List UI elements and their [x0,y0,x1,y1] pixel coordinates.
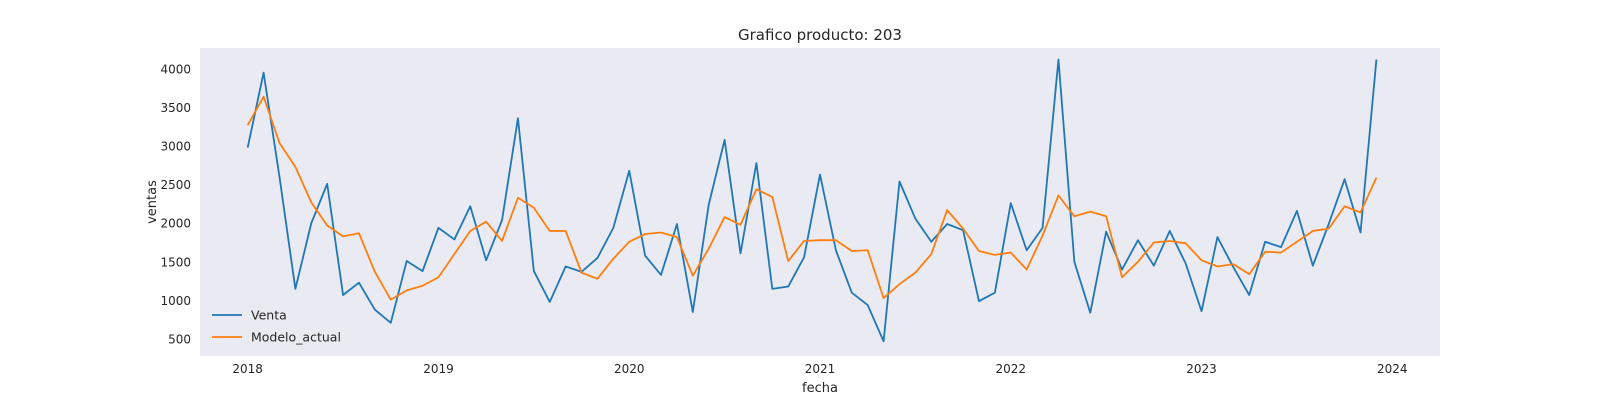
x-tick-label: 2020 [614,362,645,376]
y-axis-label: ventas [145,180,160,224]
series-layer [246,58,1378,343]
x-tick-label: 2021 [805,362,836,376]
series-line-venta [246,58,1378,343]
y-tick-label: 3000 [160,140,191,154]
y-tick-label: 500 [168,333,191,347]
y-tick-label: 1500 [160,255,191,269]
legend-label-venta: Venta [251,308,287,323]
chart-title: Grafico producto: 203 [738,26,902,44]
y-tick-label: 2500 [160,178,191,192]
y-tick-label: 2000 [160,217,191,231]
y-tick-label: 3500 [160,101,191,115]
x-tick-label: 2018 [232,362,263,376]
x-tick-label: 2022 [995,362,1026,376]
y-tick-label: 1000 [160,294,191,308]
x-axis-label: fecha [802,381,838,396]
x-tick-label: 2024 [1377,362,1408,376]
y-axis-ticks: 500 1000 1500 2000 2500 3000 3500 4000 [160,62,191,346]
legend-label-modelo-actual: Modelo_actual [251,330,341,345]
x-tick-label: 2023 [1186,362,1217,376]
plot-area [200,48,1440,356]
x-tick-label: 2019 [423,362,454,376]
y-tick-label: 4000 [160,62,191,76]
legend: Venta Modelo_actual [212,308,341,345]
x-axis-ticks: 2018 2019 2020 2021 2022 2023 2024 [232,362,1407,376]
series-line-modelo-actual [246,95,1378,301]
